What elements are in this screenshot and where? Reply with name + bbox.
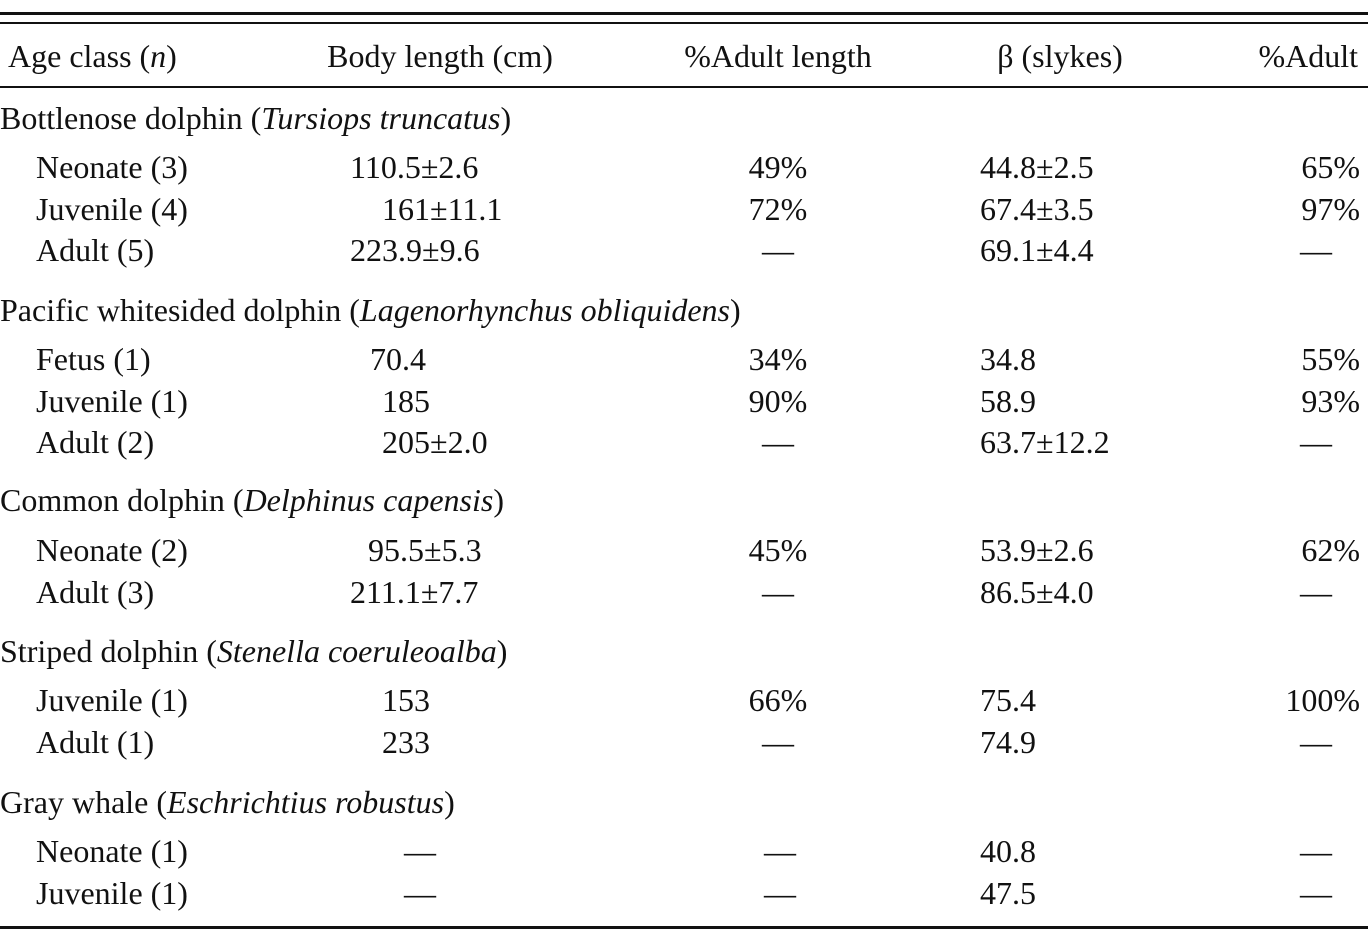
beta-cell: 40.8 <box>980 833 1036 869</box>
pct-adult-cell: — <box>1300 875 1332 911</box>
age-class-cell: Juvenile (4) <box>36 191 188 227</box>
pct-adult-cell: — <box>1300 232 1332 268</box>
group-heading: Striped dolphin (Stenella coeruleoalba) <box>0 633 508 669</box>
pct-adult-length-cell: — <box>762 574 794 610</box>
pct-adult-cell: — <box>1300 724 1332 760</box>
pct-adult-length-cell: — <box>764 833 796 869</box>
pct-adult-length-cell: 66% <box>748 682 808 718</box>
top-rule <box>0 12 1368 15</box>
age-class-cell: Adult (1) <box>36 724 155 760</box>
beta-cell: 44.8±2.5 <box>980 149 1094 185</box>
beta-cell: 63.7±12.2 <box>980 424 1110 460</box>
beta-cell: 67.4±3.5 <box>980 191 1094 227</box>
group-heading: Pacific whitesided dolphin (Lagenorhynch… <box>0 292 741 328</box>
beta-cell: 58.9 <box>980 383 1036 419</box>
age-class-cell: Neonate (3) <box>36 149 188 185</box>
header-rule <box>0 86 1368 88</box>
pct-adult-cell: 100% <box>1285 682 1360 718</box>
body-length-cell: 223.9±9.6 <box>350 232 480 268</box>
pct-adult-length-cell: — <box>762 724 794 760</box>
beta-cell: 86.5±4.0 <box>980 574 1094 610</box>
header-pct-adult-length: %Adult length <box>684 38 872 74</box>
pct-adult-cell: 55% <box>1301 341 1360 377</box>
beta-cell: 69.1±4.4 <box>980 232 1094 268</box>
age-class-cell: Adult (3) <box>36 574 155 610</box>
header-body-length: Body length (cm) <box>327 38 553 74</box>
body-length-cell: 110.5±2.6 <box>350 149 479 185</box>
beta-cell: 34.8 <box>980 341 1036 377</box>
top-rule-inner <box>0 22 1368 24</box>
body-length-cell: 70.4 <box>370 341 426 377</box>
pct-adult-cell: — <box>1300 833 1332 869</box>
pct-adult-length-cell: 34% <box>748 341 808 377</box>
beta-cell: 75.4 <box>980 682 1036 718</box>
age-class-cell: Fetus (1) <box>36 341 151 377</box>
body-length-cell: — <box>404 833 436 869</box>
pct-adult-length-cell: — <box>762 232 794 268</box>
pct-adult-cell: 65% <box>1301 149 1360 185</box>
group-heading: Gray whale (Eschrichtius robustus) <box>0 784 455 820</box>
bottom-rule <box>0 926 1368 929</box>
age-class-cell: Juvenile (1) <box>36 383 188 419</box>
group-heading: Common dolphin (Delphinus capensis) <box>0 482 504 518</box>
pct-adult-cell: 93% <box>1301 383 1360 419</box>
pct-adult-length-cell: 90% <box>748 383 808 419</box>
body-length-cell: 205±2.0 <box>382 424 488 460</box>
pct-adult-length-cell: 45% <box>748 532 808 568</box>
age-class-cell: Neonate (1) <box>36 833 188 869</box>
body-length-cell: 153 <box>382 682 430 718</box>
age-class-cell: Juvenile (1) <box>36 682 188 718</box>
beta-cell: 47.5 <box>980 875 1036 911</box>
beta-cell: 53.9±2.6 <box>980 532 1094 568</box>
pct-adult-cell: — <box>1300 574 1332 610</box>
pct-adult-length-cell: — <box>762 424 794 460</box>
header-pct-adult: %Adult <box>1258 38 1358 74</box>
beta-cell: 74.9 <box>980 724 1036 760</box>
age-class-cell: Adult (2) <box>36 424 155 460</box>
age-class-cell: Juvenile (1) <box>36 875 188 911</box>
body-length-cell: — <box>404 875 436 911</box>
age-class-cell: Neonate (2) <box>36 532 188 568</box>
pct-adult-cell: — <box>1300 424 1332 460</box>
body-length-cell: 185 <box>382 383 430 419</box>
body-length-cell: 161±11.1 <box>382 191 503 227</box>
age-class-cell: Adult (5) <box>36 232 155 268</box>
pct-adult-length-cell: 49% <box>748 149 808 185</box>
pct-adult-length-cell: — <box>764 875 796 911</box>
body-length-cell: 233 <box>382 724 430 760</box>
header-beta: β (slykes) <box>997 38 1123 74</box>
body-length-cell: 211.1±7.7 <box>350 574 479 610</box>
group-heading: Bottlenose dolphin (Tursiops truncatus) <box>0 100 512 136</box>
pct-adult-cell: 62% <box>1301 532 1360 568</box>
header-age-class: Age class (n) <box>8 38 177 74</box>
body-length-cell: 95.5±5.3 <box>368 532 482 568</box>
pct-adult-cell: 97% <box>1301 191 1360 227</box>
pct-adult-length-cell: 72% <box>748 191 808 227</box>
